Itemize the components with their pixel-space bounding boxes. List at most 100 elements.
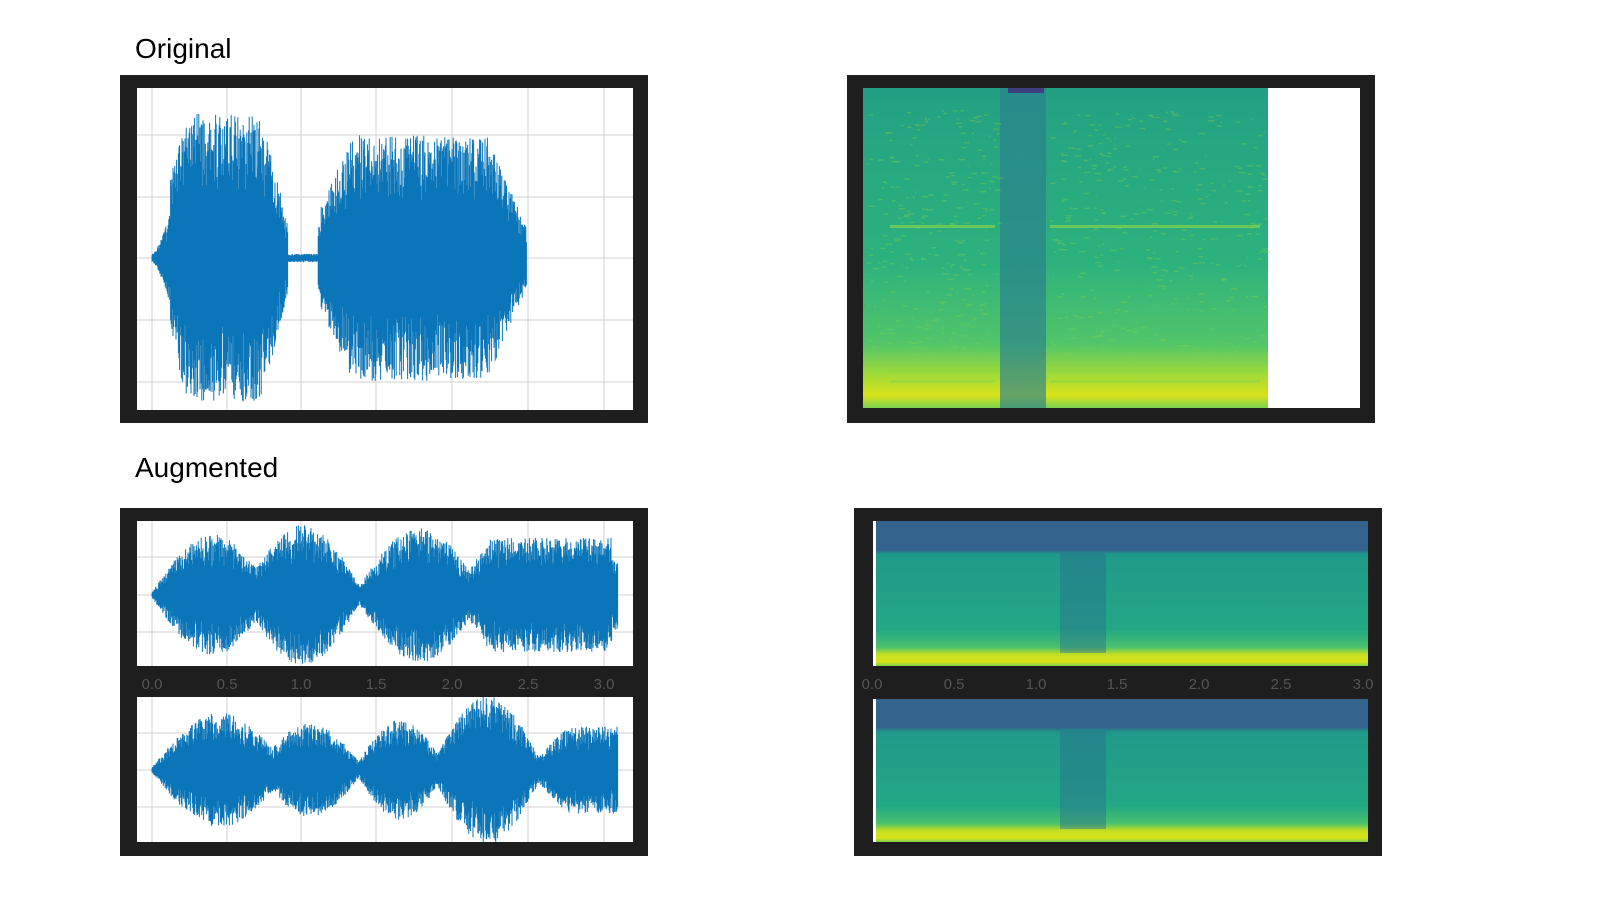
spectrogram-texture [1135, 321, 1137, 324]
x-tick-label: 0.0 [142, 676, 163, 693]
spectrogram-texture [928, 194, 934, 196]
spectrogram-texture [1126, 357, 1134, 360]
spectrogram-texture [1112, 148, 1117, 150]
spectrogram-texture [1122, 231, 1127, 234]
spectrogram-gap [1060, 553, 1106, 653]
spectrogram-texture [1190, 213, 1192, 215]
spectrogram-texture [1130, 115, 1133, 117]
spectrogram-texture [1077, 316, 1085, 319]
spectrogram-texture [889, 251, 894, 253]
spectrogram-texture [1100, 334, 1103, 336]
spectrogram-texture [907, 111, 911, 114]
spectrogram-texture [1161, 269, 1166, 271]
spectrogram-texture [964, 141, 970, 144]
x-tick-label: 2.0 [1189, 676, 1210, 693]
spectrogram-texture [890, 160, 898, 163]
spectrogram-texture [1075, 148, 1081, 150]
spectrogram-texture [1210, 238, 1217, 240]
spectrogram-texture [1145, 342, 1148, 345]
spectrogram-texture [1140, 199, 1142, 202]
spectrogram-texture [1228, 296, 1235, 299]
spectrogram-texture [921, 208, 929, 210]
spectrogram-texture [960, 132, 967, 135]
spectrogram-texture [938, 159, 945, 161]
spectrogram-texture [898, 207, 905, 210]
spectrogram-texture [1193, 170, 1197, 173]
spectrogram-texture [950, 223, 957, 225]
spectrogram-band [890, 370, 995, 373]
spectrogram-texture [1052, 277, 1054, 280]
spectrogram-gap [1008, 88, 1044, 93]
spectrogram-texture [1172, 213, 1178, 216]
spectrogram-texture [961, 267, 964, 270]
spectrogram-texture [1200, 202, 1207, 205]
spectrogram-texture [868, 254, 874, 256]
spectrogram-texture [1050, 137, 1056, 139]
spectrogram-texture [1101, 211, 1107, 214]
spectrogram-texture [1116, 227, 1122, 230]
spectrogram-texture [881, 266, 887, 268]
edge [873, 521, 876, 666]
spectrogram-texture [938, 308, 944, 311]
spectrogram-texture [993, 139, 997, 141]
spectrogram-texture [1247, 165, 1254, 167]
spectrogram-texture [1063, 209, 1066, 211]
spectrogram [873, 699, 1368, 842]
spectrogram-texture [1083, 192, 1090, 195]
spectrogram-texture [1257, 210, 1259, 213]
spectrogram-texture [909, 221, 913, 224]
spectrogram-texture [894, 238, 902, 241]
spectrogram-texture [1164, 270, 1168, 272]
spectrogram-texture [1163, 167, 1167, 169]
spectrogram-texture [958, 335, 963, 337]
spectrogram-texture [1247, 185, 1254, 188]
x-tick-label: 0.5 [217, 676, 238, 693]
spectrogram-texture [1179, 267, 1185, 269]
spectrogram-texture [1093, 228, 1099, 230]
spectrogram-texture [1106, 137, 1111, 140]
spectrogram-texture [1131, 176, 1138, 178]
spectrogram-texture [1214, 221, 1218, 223]
spectrogram-texture [1249, 235, 1252, 238]
spectrogram-texture [954, 240, 961, 242]
spectrogram-texture [1062, 123, 1068, 125]
spectrogram-texture [1061, 154, 1069, 157]
spectrogram-texture [878, 262, 881, 264]
spectrogram-texture [961, 189, 969, 191]
spectrogram-texture [1126, 124, 1131, 127]
spectrogram-texture [1085, 114, 1091, 117]
spectrogram-texture [924, 121, 929, 123]
spectrogram-texture [890, 186, 895, 188]
spectrogram-texture [996, 133, 1000, 135]
spectrogram-texture [1158, 338, 1166, 341]
waveform [151, 525, 619, 664]
spectrogram-texture [1128, 356, 1132, 359]
spectrogram-texture [1225, 201, 1228, 204]
spectrogram-texture [1183, 344, 1190, 347]
spectrogram-texture [1198, 132, 1205, 135]
spectrogram-texture [1256, 233, 1260, 235]
spectrogram-texture [1084, 207, 1090, 210]
spectrogram-texture [1055, 240, 1062, 242]
spectrogram-texture [992, 356, 999, 358]
spectrogram-texture [1101, 154, 1107, 157]
spectrogram-texture [957, 242, 964, 244]
spectrogram-texture [1102, 133, 1105, 136]
spectrogram-texture [1090, 289, 1095, 291]
spectrogram-texture [1196, 308, 1199, 311]
spectrogram-texture [1170, 209, 1172, 211]
spectrogram-texture [1160, 232, 1167, 235]
spectrogram-texture [1049, 182, 1056, 185]
spectrogram-texture [1247, 233, 1252, 235]
spectrogram-texture [988, 135, 991, 137]
spectrogram-texture [917, 128, 921, 131]
spectrogram-texture [868, 205, 876, 208]
spectrogram-texture [1156, 279, 1163, 281]
spectrogram-texture [1066, 312, 1069, 314]
spectrogram-texture [1194, 162, 1199, 164]
spectrogram-texture [941, 200, 947, 202]
spectrogram-texture [1053, 251, 1057, 253]
spectrogram-texture [866, 262, 872, 264]
spectrogram-texture [1098, 245, 1101, 248]
x-tick-label: 2.5 [518, 676, 539, 693]
